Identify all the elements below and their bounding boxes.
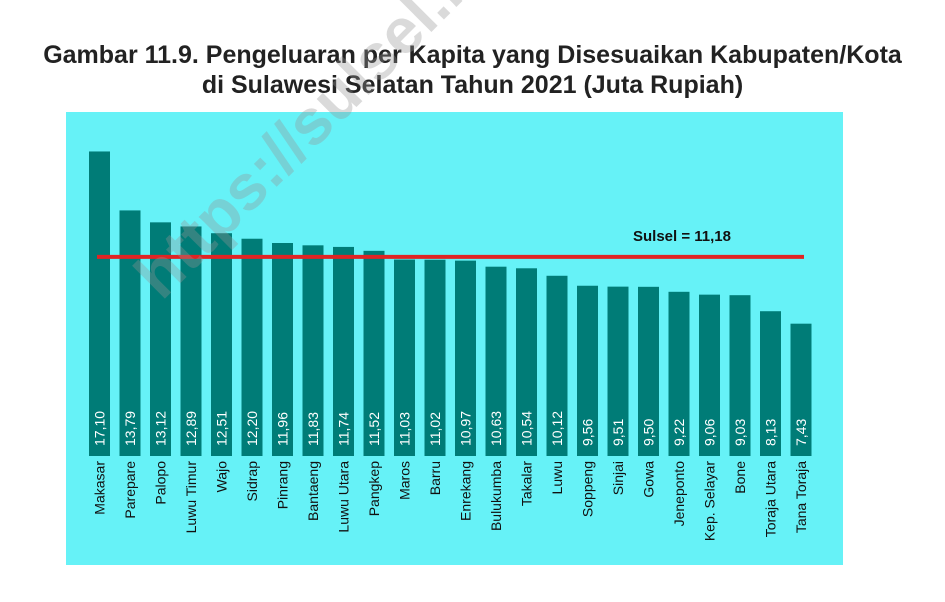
bar-10 bbox=[363, 250, 385, 456]
category-label-19: Gowa bbox=[641, 461, 657, 498]
category-label-20: Jeneponto bbox=[671, 461, 687, 527]
bar-3 bbox=[150, 222, 171, 456]
bar-1 bbox=[89, 151, 110, 456]
bar-value-label-23: 8,13 bbox=[763, 419, 779, 446]
category-label-23: Toraja Utara bbox=[763, 461, 779, 537]
category-label-16: Luwu bbox=[549, 461, 565, 494]
chart-title-line-2: di Sulawesi Selatan Tahun 2021 (Juta Rup… bbox=[201, 71, 744, 99]
bar-value-label-10: 11,52 bbox=[366, 412, 382, 446]
bar-value-label-8: 11,83 bbox=[305, 412, 321, 446]
category-label-11: Maros bbox=[397, 461, 413, 500]
category-label-4: Luwu Timur bbox=[183, 461, 199, 534]
bar-6 bbox=[241, 238, 263, 456]
bar-13 bbox=[455, 260, 476, 456]
bar-2 bbox=[119, 210, 141, 456]
category-label-14: Bulukumba bbox=[488, 461, 504, 531]
bar-value-label-21: 9,06 bbox=[702, 419, 718, 446]
category-label-10: Pangkep bbox=[366, 461, 382, 516]
category-label-5: Wajo bbox=[214, 461, 230, 493]
bar-7 bbox=[272, 243, 293, 456]
bar-20 bbox=[668, 291, 690, 456]
bar-value-label-14: 10,63 bbox=[488, 411, 504, 446]
bar-5 bbox=[211, 233, 232, 456]
bar-23 bbox=[760, 311, 781, 456]
bar-14 bbox=[485, 266, 507, 456]
category-label-18: Sinjai bbox=[610, 461, 626, 495]
bar-value-label-6: 12,20 bbox=[244, 411, 260, 446]
bar-17 bbox=[577, 285, 598, 456]
bar-value-label-20: 9,22 bbox=[671, 419, 687, 446]
chart-title-line-1: Gambar 11.9. Pengeluaran per Kapita yang… bbox=[43, 41, 902, 69]
bar-12 bbox=[424, 259, 446, 456]
bar-value-label-1: 17,10 bbox=[92, 411, 108, 446]
bar-value-label-12: 11,02 bbox=[427, 412, 443, 446]
bar-11 bbox=[394, 259, 415, 456]
category-label-12: Barru bbox=[427, 461, 443, 495]
bar-value-label-2: 13,79 bbox=[122, 411, 138, 446]
bar-24 bbox=[790, 323, 812, 456]
bar-9 bbox=[333, 246, 354, 456]
bar-value-label-22: 9,03 bbox=[732, 419, 748, 446]
category-label-22: Bone bbox=[732, 461, 748, 494]
bar-22 bbox=[729, 295, 751, 456]
category-label-21: Kep. Selayar bbox=[702, 461, 718, 541]
bar-value-label-24: 7,43 bbox=[793, 419, 809, 446]
category-label-17: Soppeng bbox=[580, 461, 596, 517]
bar-value-label-13: 10,97 bbox=[458, 411, 474, 446]
bar-18 bbox=[607, 286, 629, 456]
bar-value-label-19: 9,50 bbox=[641, 419, 657, 446]
bar-value-label-7: 11,96 bbox=[275, 412, 291, 446]
bar-value-label-18: 9,51 bbox=[610, 419, 626, 446]
bar-value-label-9: 11,74 bbox=[336, 412, 352, 446]
category-label-6: Sidrap bbox=[244, 461, 260, 502]
bar-21 bbox=[699, 294, 720, 456]
category-label-13: Enrekang bbox=[458, 461, 474, 521]
bar-19 bbox=[638, 286, 659, 456]
reference-line-label: Sulsel = 11,18 bbox=[633, 228, 731, 245]
bar-8 bbox=[302, 245, 324, 456]
chart-title: Gambar 11.9. Pengeluaran per Kapita yang… bbox=[0, 40, 945, 100]
bar-4 bbox=[180, 226, 202, 456]
bar-15 bbox=[516, 268, 537, 456]
bar-value-label-16: 10,12 bbox=[549, 411, 565, 446]
bar-value-label-5: 12,51 bbox=[214, 411, 230, 446]
bar-value-label-4: 12,89 bbox=[183, 411, 199, 446]
bar-value-label-17: 9,56 bbox=[580, 419, 596, 446]
bar-value-label-15: 10,54 bbox=[519, 411, 535, 446]
bar-value-label-11: 11,03 bbox=[397, 412, 413, 446]
bar-value-label-3: 13,12 bbox=[153, 411, 169, 446]
category-label-3: Palopo bbox=[153, 461, 169, 505]
category-label-7: Pinrang bbox=[275, 461, 291, 509]
category-label-2: Parepare bbox=[122, 461, 138, 519]
category-label-15: Takalar bbox=[519, 461, 535, 506]
category-label-1: Makasar bbox=[92, 461, 108, 515]
category-label-24: Tana Toraja bbox=[793, 461, 809, 533]
bar-16 bbox=[546, 275, 568, 456]
category-label-8: Bantaeng bbox=[305, 461, 321, 521]
category-label-9: Luwu Utara bbox=[336, 461, 352, 533]
